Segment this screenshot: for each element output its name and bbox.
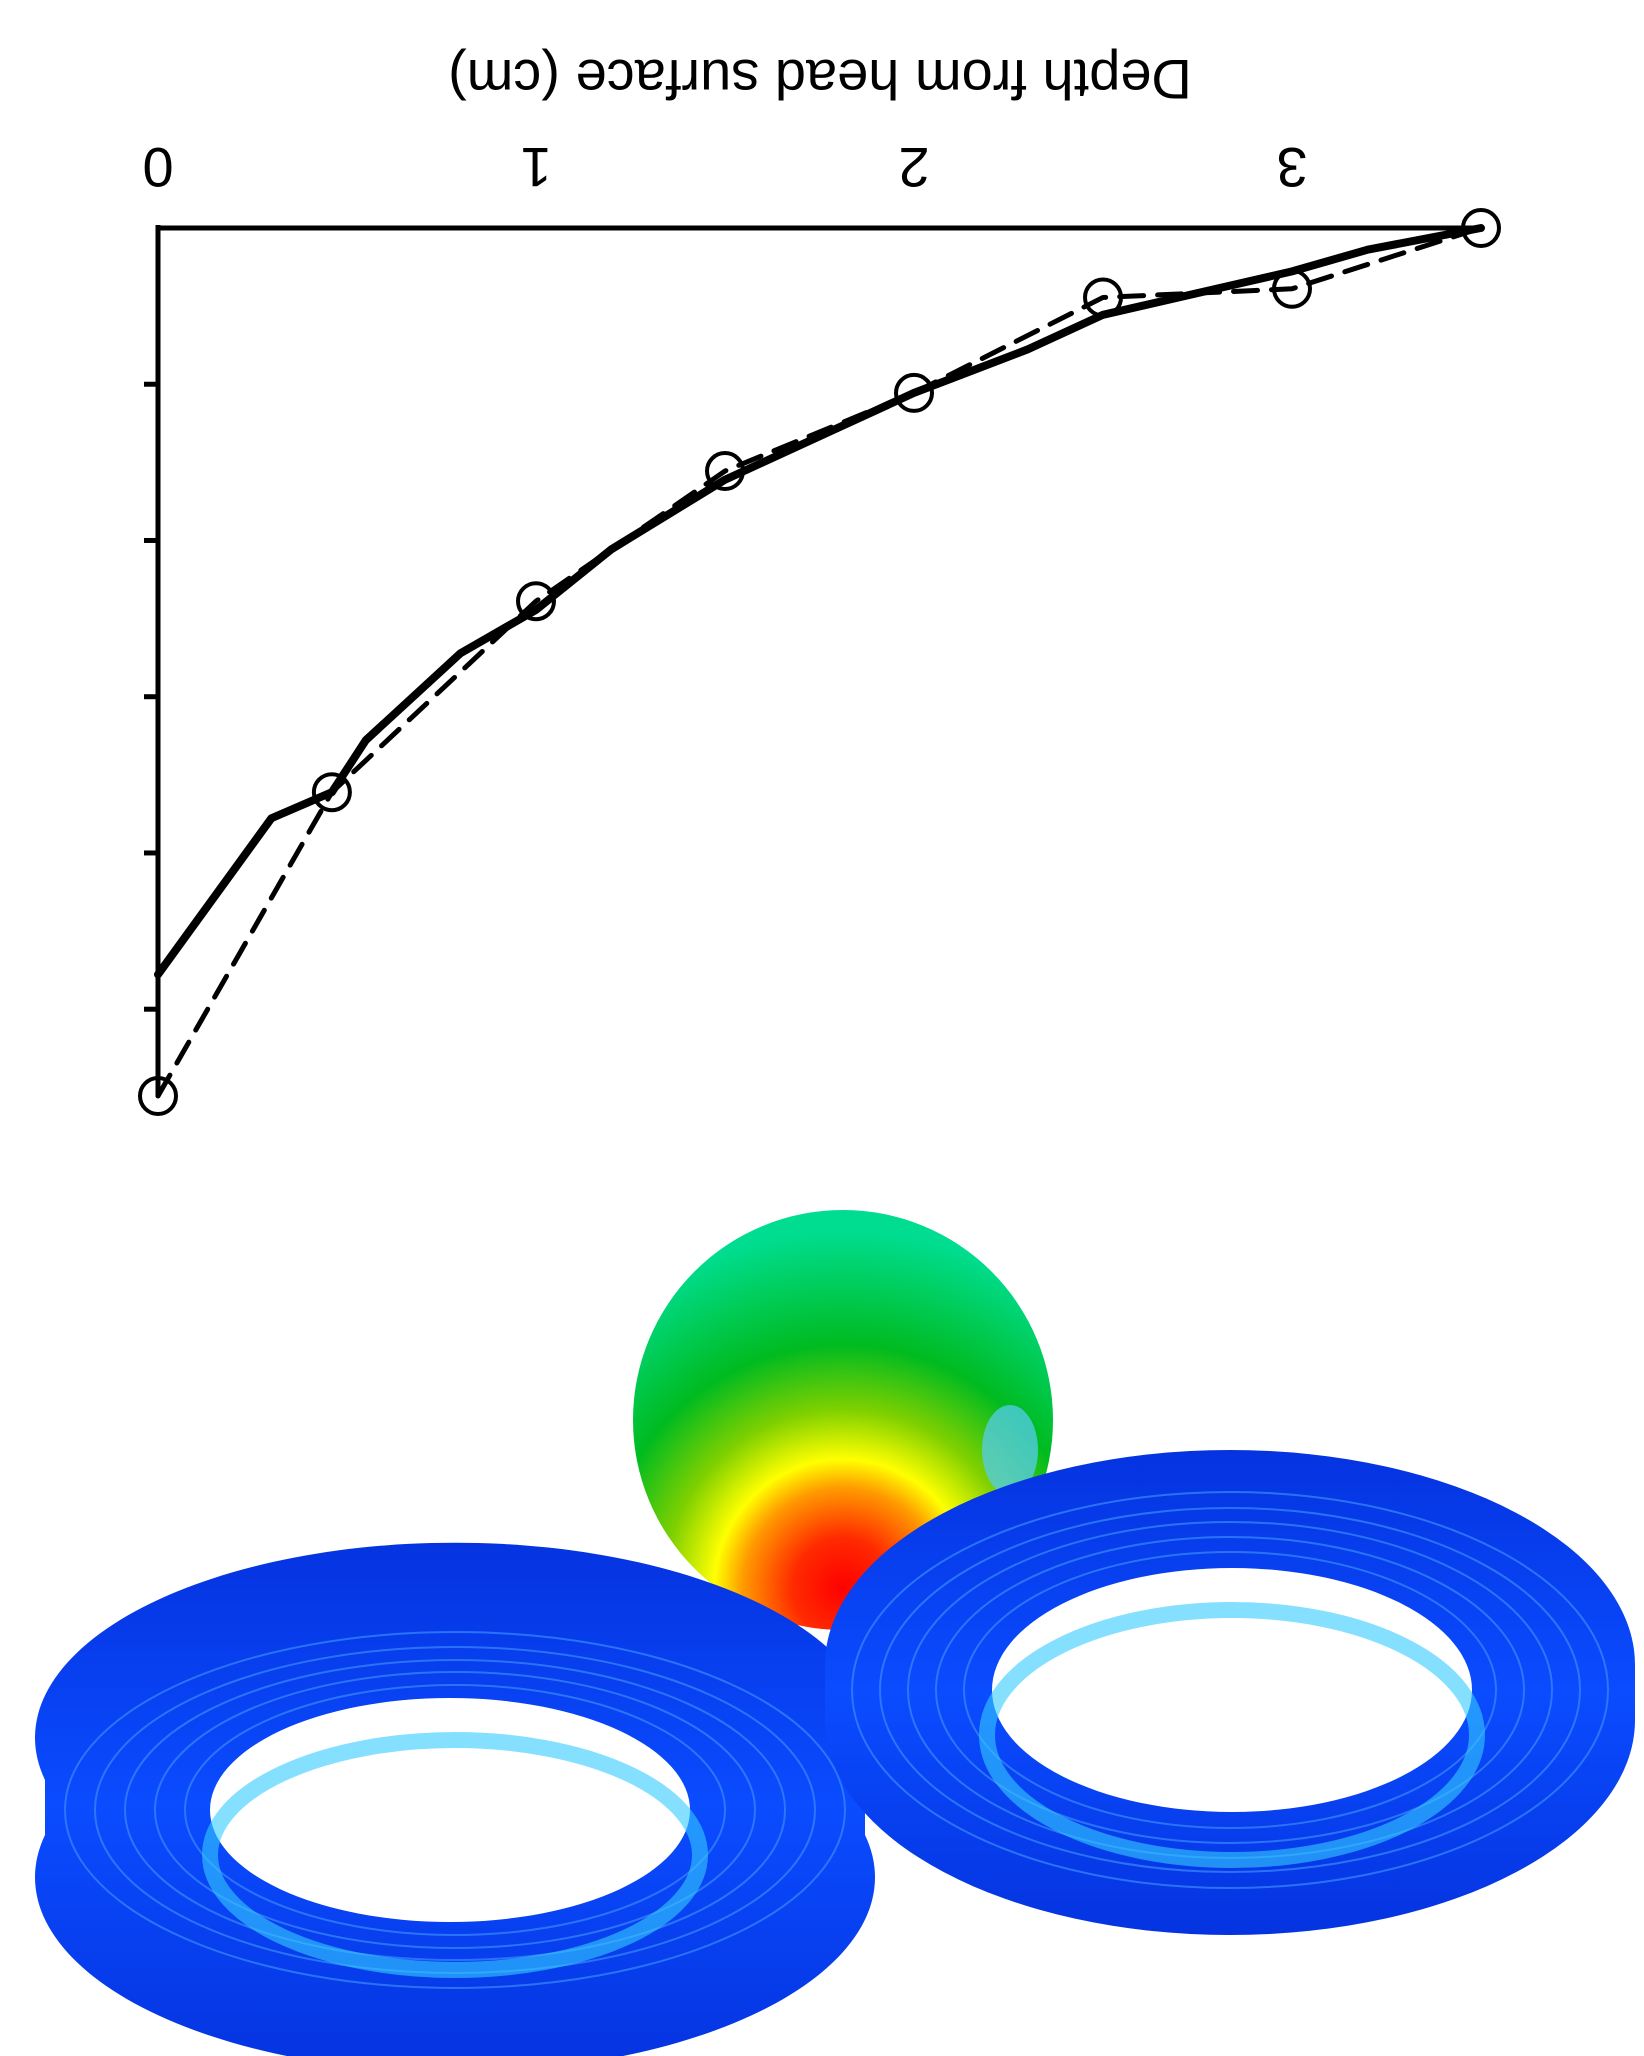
- data-point-marker: [1083, 277, 1123, 318]
- right-coil-inner-highlight: [979, 1602, 1485, 1868]
- data-point-marker: [311, 772, 352, 813]
- solid-series-line: [154, 224, 1485, 979]
- data-point-marker: [516, 581, 556, 622]
- data-point-marker: [894, 372, 934, 413]
- depth-chart: Depth from head surface (cm) 0 1 2 3: [138, 48, 1501, 1116]
- data-point-marker: [705, 451, 745, 492]
- left-coil-inner-highlight: [202, 1732, 708, 1978]
- coil-sphere-illustration: [35, 1210, 1635, 2056]
- y-ticks: [144, 381, 158, 1012]
- x-tick-label: 1: [520, 136, 551, 199]
- left-coil-windings: [64, 1631, 846, 1989]
- series-layer: [154, 224, 1485, 1099]
- sphere-cyan-patch: [982, 1405, 1038, 1495]
- data-point-marker: [1272, 268, 1312, 309]
- x-tick-label: 0: [142, 136, 173, 199]
- left-coil: [35, 1542, 875, 2056]
- dashed-series-line: [155, 225, 1484, 1099]
- data-point-marker: [1461, 208, 1501, 248]
- x-tick-labels: 0 1 2 3: [142, 136, 1307, 199]
- right-coil-windings: [851, 1491, 1609, 1889]
- x-tick-label: 3: [1276, 136, 1307, 199]
- x-axis-label: Depth from head surface (cm): [448, 48, 1192, 111]
- left-coil-ring: [35, 1542, 875, 2056]
- data-point-marker: [138, 1076, 178, 1116]
- right-coil: [825, 1450, 1635, 1935]
- marker-layer: [138, 208, 1501, 1116]
- x-tick-label: 2: [898, 136, 929, 199]
